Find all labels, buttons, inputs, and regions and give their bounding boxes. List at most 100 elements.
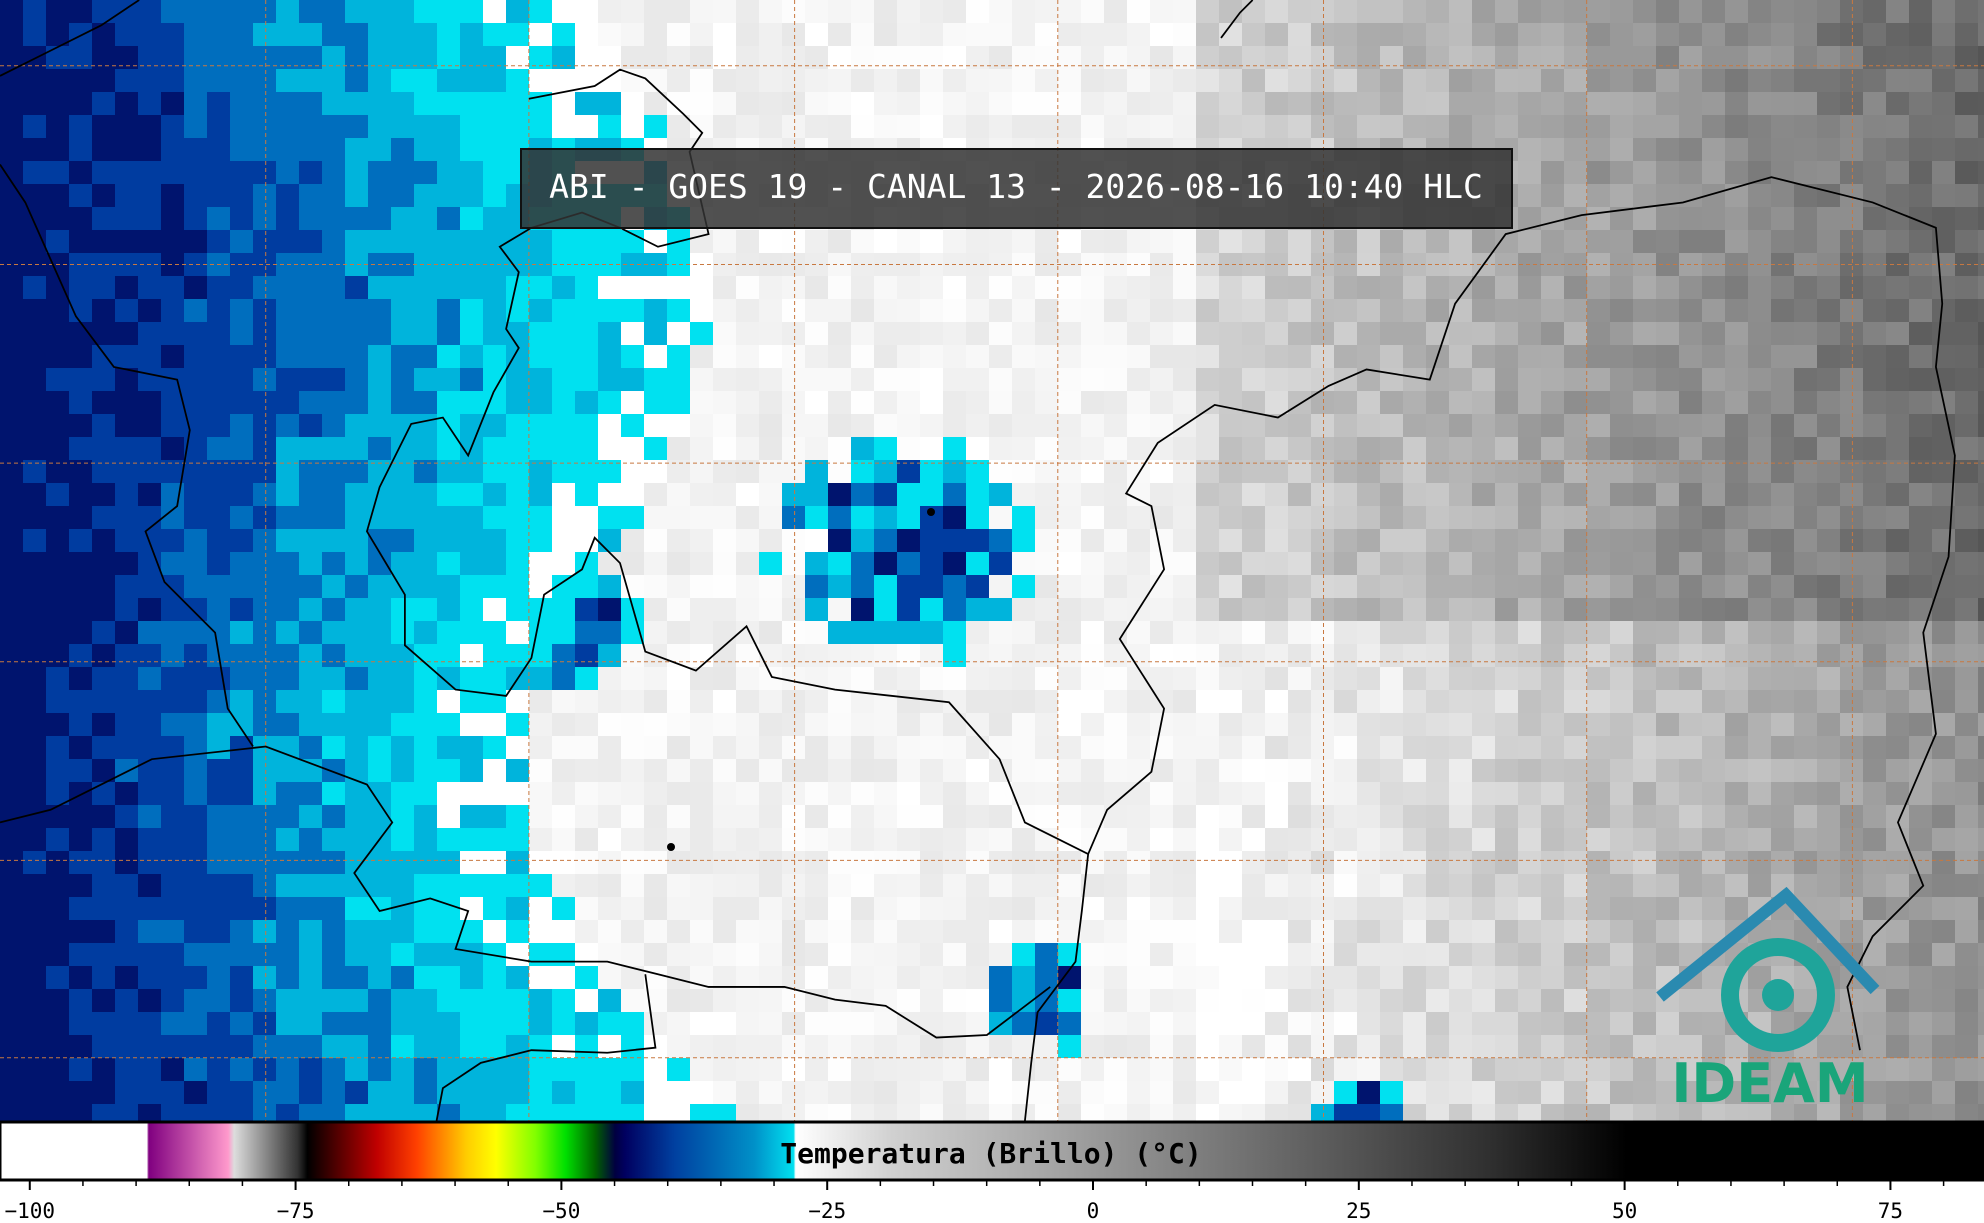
pixel [529,115,553,139]
pixel [1978,1058,1984,1082]
pixel [736,851,760,875]
pixel [276,299,300,323]
pixel [1472,46,1496,70]
pixel [1909,161,1933,185]
pixel [1311,989,1335,1013]
pixel [1978,437,1984,461]
pixel [1265,690,1289,714]
pixel [1909,851,1933,875]
pixel [1311,897,1335,921]
pixel [1334,1058,1358,1082]
pixel [1955,0,1979,24]
pixel [851,966,875,990]
pixel [391,92,415,116]
pixel [1679,46,1703,70]
pixel [506,759,530,783]
pixel [759,897,783,921]
pixel [1242,851,1266,875]
pixel [460,851,484,875]
pixel [1863,483,1887,507]
pixel [1035,276,1059,300]
pixel [874,897,898,921]
pixel [874,713,898,737]
pixel [1242,368,1266,392]
pixel [184,529,208,553]
pixel [253,345,277,369]
pixel [1334,966,1358,990]
pixel [1909,943,1933,967]
pixel [575,851,599,875]
pixel [1702,529,1726,553]
pixel [1219,345,1243,369]
colorbar-label: Temperatura (Brillo) (°C) [780,1137,1201,1170]
pixel [943,299,967,323]
pixel [1265,851,1289,875]
pixel [1196,736,1220,760]
pixel [322,161,346,185]
pixel [1081,23,1105,47]
pixel [299,621,323,645]
pixel [1449,322,1473,346]
pixel [1955,667,1979,691]
pixel [1587,230,1611,254]
pixel [299,552,323,576]
pixel [391,897,415,921]
pixel [1219,851,1243,875]
pixel [621,759,645,783]
pixel [1725,460,1749,484]
pixel [0,782,24,806]
pixel [1656,920,1680,944]
pixel [713,506,737,530]
pixel [667,575,691,599]
pixel [1748,667,1772,691]
pixel [851,713,875,737]
pixel [69,161,93,185]
pixel [1978,736,1984,760]
pixel [1426,115,1450,139]
pixel [1334,414,1358,438]
pixel [644,322,668,346]
pixel [1058,322,1082,346]
pixel [1150,598,1174,622]
pixel [276,690,300,714]
pixel [253,598,277,622]
pixel [92,805,116,829]
pixel [1104,506,1128,530]
pixel [1288,644,1312,668]
pixel [1863,391,1887,415]
pixel [1449,276,1473,300]
pixel [276,92,300,116]
pixel [690,713,714,737]
pixel [1449,0,1473,24]
pixel [0,667,24,691]
pixel [920,506,944,530]
colorbar-axis: −100 −75 −50 −25 0 25 50 75 [4,1180,1945,1223]
pixel [506,345,530,369]
pixel [1587,575,1611,599]
pixel [230,943,254,967]
pixel [1564,322,1588,346]
pixel [1265,1012,1289,1036]
pixel [552,989,576,1013]
pixel [1656,46,1680,70]
pixel [1863,736,1887,760]
pixel [1840,437,1864,461]
pixel [1725,391,1749,415]
pixel [322,483,346,507]
pixel [345,1058,369,1082]
pixel [1357,759,1381,783]
pixel [1886,989,1910,1013]
pixel [115,138,139,162]
pixel [1403,759,1427,783]
pixel [483,966,507,990]
pixel [207,230,231,254]
pixel [1587,115,1611,139]
pixel [207,0,231,24]
pixel [1495,92,1519,116]
pixel [299,529,323,553]
pixel [1357,529,1381,553]
pixel [1242,391,1266,415]
pixel [1863,276,1887,300]
pixel [1012,621,1036,645]
pixel [575,943,599,967]
